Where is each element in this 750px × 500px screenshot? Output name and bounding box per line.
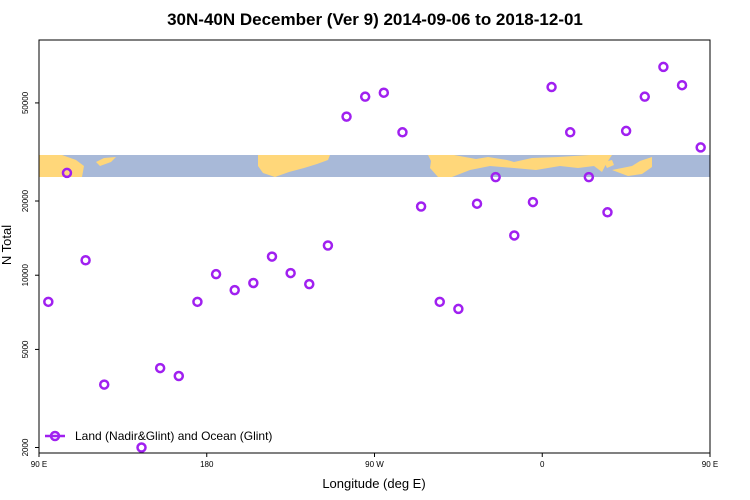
data-point	[136, 442, 147, 453]
y-tick-label: 2000	[21, 438, 30, 456]
data-point	[304, 278, 315, 290]
data-point	[248, 277, 259, 289]
data-point	[173, 370, 185, 382]
map-land-2	[258, 155, 330, 177]
data-point	[620, 125, 632, 137]
map-land-3	[428, 155, 612, 177]
y-tick-label: 20000	[21, 189, 30, 212]
data-point	[397, 127, 408, 138]
data-point	[546, 81, 557, 93]
data-point	[676, 79, 688, 91]
data-point	[509, 230, 520, 241]
data-point	[583, 171, 595, 183]
data-point	[80, 255, 91, 266]
x-tick-label: 0	[540, 460, 545, 469]
map-land-0	[39, 155, 84, 177]
data-point	[415, 201, 427, 212]
data-point	[61, 167, 73, 179]
x-tick-label: 180	[200, 460, 214, 469]
data-point	[434, 296, 445, 308]
y-tick-label: 5000	[21, 340, 30, 358]
x-tick-label: 90 E	[702, 460, 718, 469]
data-point	[359, 91, 371, 102]
map-land-1	[96, 157, 116, 166]
chart-title: 30N-40N December (Ver 9) 2014-09-06 to 2…	[167, 10, 583, 29]
y-tick-label: 50000	[21, 91, 30, 114]
legend-label: Land (Nadir&Glint) and Ocean (Glint)	[75, 429, 272, 443]
map-land-4	[612, 157, 652, 176]
data-point	[210, 268, 222, 280]
map-strip	[39, 155, 710, 177]
data-point	[285, 267, 296, 279]
legend-marker-swatch	[49, 430, 61, 442]
data-point	[602, 207, 613, 218]
data-point	[266, 251, 278, 262]
data-points	[43, 61, 706, 453]
map-land-5	[604, 160, 614, 168]
data-point	[527, 196, 539, 208]
data-point	[378, 87, 390, 98]
data-point	[490, 171, 501, 183]
data-point	[98, 379, 110, 390]
data-point	[658, 61, 669, 73]
data-point	[341, 111, 352, 122]
data-point	[154, 362, 166, 374]
legend: Land (Nadir&Glint) and Ocean (Glint)	[45, 429, 272, 443]
data-point	[229, 284, 240, 296]
x-tick-label: 90 E	[31, 460, 47, 469]
data-point	[564, 127, 576, 138]
data-point	[695, 142, 706, 153]
data-point	[322, 240, 334, 251]
data-point	[43, 296, 54, 308]
x-tick-label: 90 W	[365, 460, 384, 469]
plot-frame	[38, 39, 711, 454]
data-point	[192, 296, 203, 308]
y-axis-label: N Total	[0, 225, 14, 265]
y-tick-label: 10000	[21, 264, 30, 287]
y-axis: 2000 5000 10000 20000 50000	[21, 91, 39, 456]
x-axis: 90 E 180 90 W 0 90 E	[31, 453, 718, 469]
data-point	[639, 91, 651, 102]
x-axis-label: Longitude (deg E)	[322, 476, 425, 491]
data-point	[453, 303, 464, 315]
data-point	[471, 198, 483, 209]
